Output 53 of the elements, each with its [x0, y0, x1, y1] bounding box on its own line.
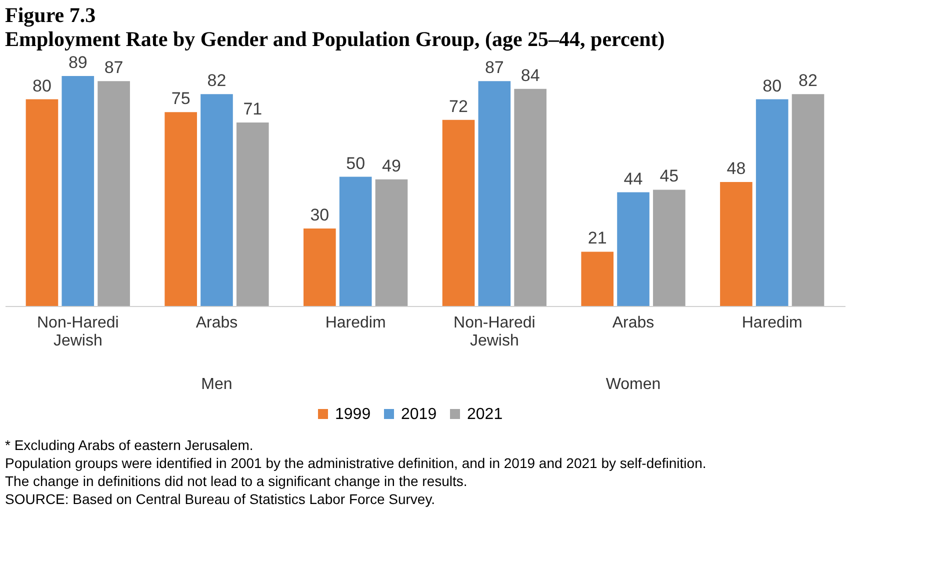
data-label: 80 [32, 76, 52, 96]
x-tick-label: Haredim [325, 314, 386, 332]
legend-label: 2021 [467, 406, 503, 423]
chart-title: Figure 7.3 [5, 3, 96, 27]
data-label: 48 [726, 158, 746, 178]
data-label: 30 [310, 205, 330, 224]
bar [62, 76, 94, 306]
bar [442, 120, 475, 306]
bar [304, 228, 336, 306]
legend-label: 2019 [401, 406, 437, 423]
bar [164, 112, 197, 306]
bar [720, 182, 752, 306]
data-label: 87 [484, 58, 504, 78]
x-tick-label: Non-Haredi Jewish [454, 314, 536, 350]
bar [792, 94, 824, 306]
bar [478, 81, 511, 306]
data-label: 89 [68, 53, 88, 72]
bar [236, 122, 269, 306]
bar [756, 99, 788, 306]
data-label: 71 [243, 100, 262, 119]
data-label: 84 [520, 66, 540, 85]
data-label: 44 [624, 169, 643, 188]
bar [653, 190, 686, 306]
data-label: 80 [762, 76, 782, 96]
bar [339, 176, 372, 306]
bar [26, 99, 58, 306]
text: Women [606, 376, 661, 393]
data-label: 50 [346, 154, 366, 173]
x-tick-label: Arabs [612, 314, 654, 332]
text: The change in definitions did not lead to a significant change in the results. [5, 473, 468, 489]
chart-subtitle: Employment Rate by Gender and Population Group, (age 25–44, percent) [5, 27, 665, 51]
data-label: 49 [382, 156, 401, 176]
bar [581, 252, 614, 306]
x-tick-label: Arabs [196, 314, 238, 332]
data-label: 21 [588, 228, 607, 248]
text: Population groups were identified in 2001 by the administrative definition, and in 2019 and 2021 by self-definition. [5, 455, 706, 471]
bar [375, 179, 408, 306]
data-label: 82 [207, 71, 226, 90]
data-label: 87 [104, 58, 124, 78]
bar [514, 88, 546, 306]
data-label: 45 [660, 166, 679, 186]
text: * Excluding Arabs of eastern Jerusalem. [5, 437, 254, 453]
data-label: 82 [798, 71, 818, 90]
x-tick-label: Non-Haredi Jewish [36, 314, 119, 350]
bar [617, 192, 650, 306]
text: Men [201, 376, 232, 393]
x-tick-label: Haredim [742, 314, 802, 332]
bar [200, 94, 233, 306]
data-label: 72 [449, 96, 468, 116]
data-label: 75 [171, 89, 190, 108]
source-note: SOURCE: Based on Central Bureau of Statistics Labor Force Survey. [5, 491, 436, 507]
bar [98, 81, 130, 306]
legend-label: 1999 [335, 406, 371, 423]
